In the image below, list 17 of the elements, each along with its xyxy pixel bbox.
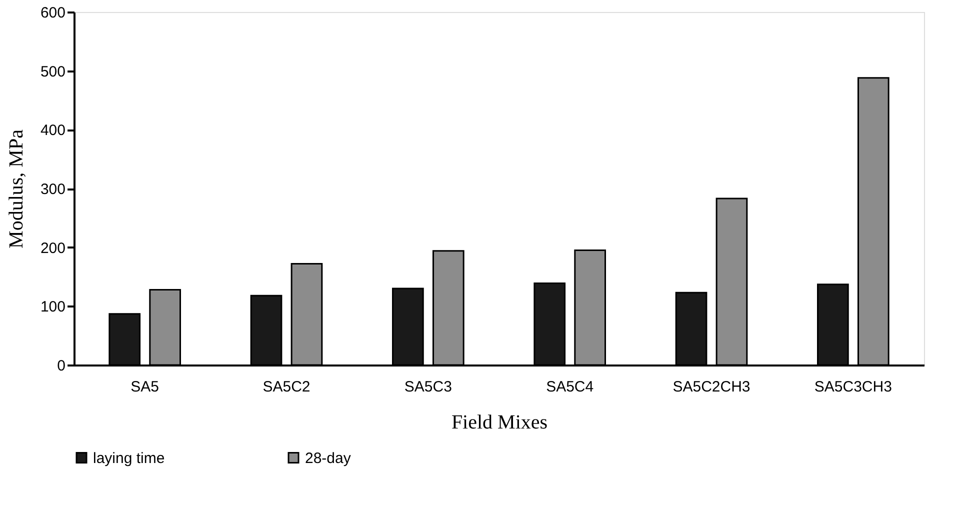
x-tick-label: SA5C2CH3 (672, 378, 750, 396)
x-tick-label: SA5C3 (404, 378, 452, 396)
y-tick-label: 100 (40, 298, 66, 316)
y-tick-label: 300 (40, 181, 66, 198)
x-tick-label: SA5C3CH3 (814, 378, 892, 396)
y-tick-label: 500 (40, 63, 66, 80)
y-tick-label: 200 (40, 240, 66, 257)
x-tick-label: SA5C2 (262, 378, 310, 396)
y-axis-title: Modulus, MPa (5, 129, 28, 248)
legend-label: laying time (93, 450, 165, 467)
x-tick-label: SA5C4 (546, 378, 594, 396)
x-tick-label: SA5 (130, 378, 160, 396)
y-tick-label: 0 (57, 358, 66, 374)
y-tick-label: 400 (40, 122, 66, 140)
x-axis-title: Field Mixes (451, 412, 548, 434)
legend-label: 28-day (305, 450, 352, 467)
y-tick-label: 600 (40, 4, 66, 22)
